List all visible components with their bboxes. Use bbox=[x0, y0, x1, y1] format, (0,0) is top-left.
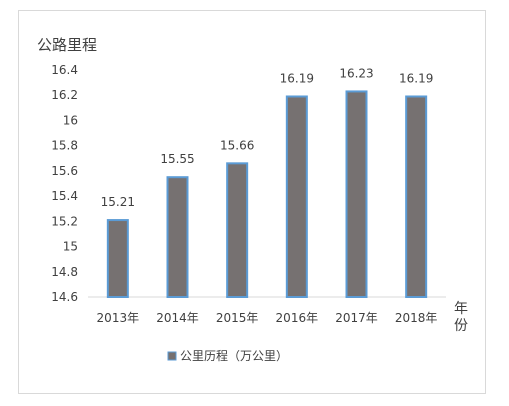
data-label: 15.55 bbox=[160, 152, 194, 166]
bar bbox=[285, 95, 308, 298]
y-tick-label: 15 bbox=[63, 240, 78, 254]
data-label: 16.23 bbox=[339, 66, 373, 80]
y-tick-label: 15.8 bbox=[51, 139, 78, 153]
x-tick-label: 2015年 bbox=[216, 311, 259, 325]
x-tick-label: 2017年 bbox=[335, 311, 378, 325]
data-label: 15.66 bbox=[220, 138, 254, 152]
x-tick-label: 2014年 bbox=[156, 311, 199, 325]
y-axis-ticks: 14.6 14.8 15 15.2 15.4 15.6 15.8 16 16.2 16.4 bbox=[51, 63, 78, 304]
y-tick-label: 15.6 bbox=[51, 164, 78, 178]
y-tick-label: 14.6 bbox=[51, 290, 78, 304]
y-tick-label: 15.4 bbox=[51, 189, 78, 203]
x-tick-label: 2018年 bbox=[395, 311, 438, 325]
x-tick-label: 2016年 bbox=[276, 311, 319, 325]
bar bbox=[106, 219, 129, 298]
bar bbox=[405, 95, 428, 298]
legend: 公里历程（万公里） bbox=[167, 348, 288, 363]
y-tick-label: 14.8 bbox=[51, 265, 78, 279]
y-tick-label: 15.2 bbox=[51, 214, 78, 228]
y-tick-label: 16.2 bbox=[51, 88, 78, 102]
y-tick-label: 16 bbox=[63, 113, 78, 127]
x-axis-title: 年份 bbox=[454, 301, 468, 334]
bar bbox=[226, 162, 249, 298]
y-tick-label: 16.4 bbox=[51, 63, 78, 77]
legend-label: 公里历程（万公里） bbox=[180, 348, 288, 363]
bars bbox=[106, 90, 428, 298]
data-label: 16.19 bbox=[280, 71, 314, 85]
data-label: 15.21 bbox=[101, 195, 135, 209]
bar bbox=[166, 176, 189, 298]
x-tick-label: 2013年 bbox=[97, 311, 140, 325]
data-labels: 15.21 15.55 15.66 16.19 16.23 16.19 bbox=[101, 66, 434, 209]
legend-swatch bbox=[167, 351, 177, 361]
y-axis-title: 公路里程 bbox=[37, 36, 97, 54]
x-axis-ticks: 2013年 2014年 2015年 2016年 2017年 2018年 bbox=[97, 311, 438, 325]
data-label: 16.19 bbox=[399, 71, 433, 85]
bar bbox=[345, 90, 368, 298]
